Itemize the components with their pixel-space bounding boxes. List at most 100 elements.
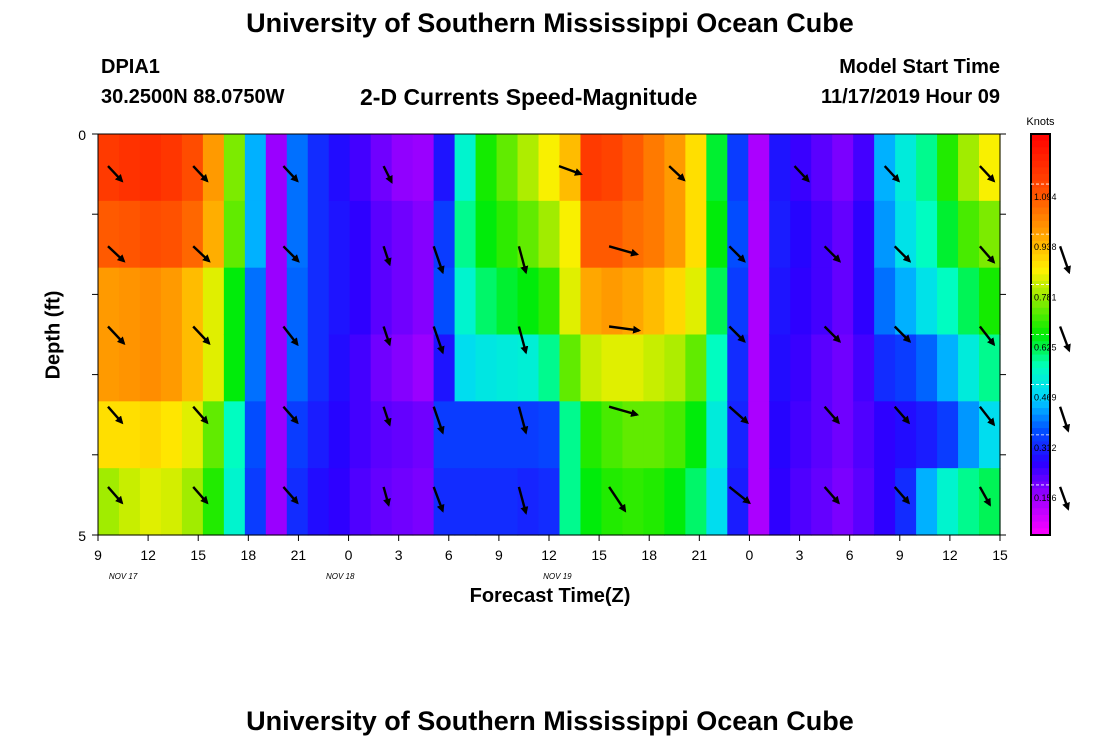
day-label: NOV 17	[109, 572, 138, 581]
heat-cell	[160, 401, 183, 469]
heat-cell	[580, 267, 603, 336]
main-title: University of Southern Mississippi Ocean…	[246, 8, 854, 38]
colorbar-segment	[1031, 327, 1050, 336]
heat-cell	[916, 200, 938, 269]
heat-cell	[139, 267, 162, 336]
current-vector	[883, 165, 901, 183]
heat-cell	[286, 200, 309, 269]
colorbar-segment	[1031, 294, 1050, 302]
heat-cell	[265, 200, 288, 269]
heat-cell	[559, 134, 582, 202]
colorbar-segment	[1031, 147, 1050, 155]
heat-cell	[118, 200, 141, 269]
current-vector	[282, 165, 299, 183]
heat-cell	[853, 468, 875, 536]
current-vector	[282, 486, 299, 505]
colorbar-segment	[1031, 227, 1050, 235]
x-tick-label: 12	[942, 547, 958, 563]
colorbar-segment	[1031, 361, 1050, 369]
station-id: DPIA1	[101, 56, 160, 78]
heat-cell	[895, 134, 917, 202]
heat-cell	[98, 267, 120, 336]
footer-title: University of Southern Mississippi Ocean…	[246, 706, 854, 736]
heat-cell	[769, 334, 791, 402]
colorbar-segment	[1031, 414, 1050, 422]
heat-cell	[391, 401, 414, 469]
colorbar-segment	[1031, 281, 1050, 289]
heat-cell	[328, 401, 351, 469]
x-tick-label: 15	[591, 547, 607, 563]
heat-cell	[895, 334, 917, 402]
heat-cell	[223, 134, 246, 202]
x-tick-label: 9	[495, 547, 503, 563]
current-vector	[107, 486, 124, 505]
current-vector	[517, 245, 529, 275]
heat-cell	[895, 267, 917, 336]
heat-cell	[685, 134, 707, 202]
heat-cell	[790, 468, 812, 536]
x-tick-label: 9	[896, 547, 904, 563]
current-vector	[608, 325, 642, 334]
current-vector	[608, 486, 627, 513]
current-vector	[282, 245, 300, 263]
heat-cell	[265, 267, 288, 336]
colorbar-segment	[1031, 274, 1050, 282]
colorbar-segment	[1031, 267, 1050, 275]
heat-cell	[874, 200, 896, 269]
colorbar-segment	[1031, 234, 1050, 242]
heat-cell	[433, 200, 456, 269]
heat-cell	[643, 134, 665, 202]
heat-cell	[748, 401, 770, 469]
heat-cell	[307, 200, 330, 269]
heat-cell	[643, 468, 665, 536]
heat-cell	[412, 267, 435, 336]
x-tick-label: 15	[992, 547, 1008, 563]
heat-cell	[475, 134, 498, 202]
current-vector	[192, 165, 209, 183]
heat-cell	[118, 267, 141, 336]
colorbar-segment	[1031, 307, 1050, 316]
colorbar-segment	[1031, 381, 1050, 389]
heat-cell	[139, 200, 162, 269]
heat-cell	[706, 401, 728, 469]
heat-cell	[160, 334, 183, 402]
heat-cell	[580, 401, 603, 469]
heat-cell	[727, 267, 749, 336]
colorbar-segment	[1031, 140, 1050, 148]
heat-cell	[98, 334, 120, 402]
heat-cell	[496, 267, 519, 336]
heat-cell	[895, 468, 917, 536]
heat-cell	[727, 468, 749, 536]
colorbar-segment	[1031, 240, 1050, 249]
heat-cell	[937, 267, 959, 336]
heat-cell	[727, 334, 749, 402]
heat-cell	[622, 468, 644, 536]
heat-cell	[433, 468, 456, 536]
colorbar-segment	[1031, 528, 1050, 536]
heat-cell	[265, 468, 288, 536]
heat-cell	[244, 401, 267, 469]
heat-cell	[349, 468, 372, 536]
heat-cell	[181, 468, 204, 536]
current-vector	[517, 406, 529, 435]
heat-cell	[286, 134, 309, 202]
colorbar-tick-label: 0.938	[1034, 242, 1057, 252]
heat-cell	[832, 401, 854, 469]
heat-cell	[538, 334, 561, 402]
heat-cell	[706, 134, 728, 202]
heat-cell	[538, 134, 561, 202]
heat-cell	[748, 200, 770, 269]
heat-cell	[580, 468, 603, 536]
colorbar-segment	[1031, 247, 1050, 255]
current-vector	[978, 325, 996, 347]
heat-cell	[391, 334, 414, 402]
x-tick-label: 18	[241, 547, 257, 563]
heat-cell	[748, 334, 770, 402]
heat-cell	[349, 200, 372, 269]
heat-cell	[790, 334, 812, 402]
x-tick-label: 15	[190, 547, 206, 563]
heat-cell	[139, 334, 162, 402]
heat-cell	[496, 200, 519, 269]
current-vector	[608, 245, 640, 257]
